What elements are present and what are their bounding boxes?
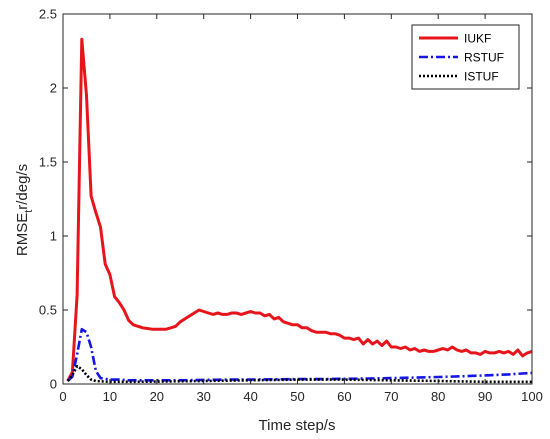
axes-layer: 0 10 20 30 40 50 60 70 80 90 100 0 0.5 1 1.5 2 2.5 (39, 7, 543, 405)
y-axis-label-main: RMSE (14, 213, 31, 256)
x-axis-label: Time step/s (259, 417, 336, 434)
x-tick-label: 60 (337, 389, 351, 404)
legend-label-istuf: ISTUF (464, 70, 499, 84)
x-tick-label: 80 (431, 389, 445, 404)
series-line-istuf (66, 364, 532, 384)
y-tick-label: 2.5 (39, 7, 57, 22)
y-axis-label-subscript: t (23, 210, 35, 213)
series-line-rstuf (66, 327, 533, 382)
x-tick-label: 30 (196, 389, 210, 404)
legend-label-rstuf: RSTUF (464, 51, 504, 65)
series-line-iukf (66, 37, 533, 382)
x-tick-label: 50 (290, 389, 304, 404)
x-tick-label: 100 (521, 389, 543, 404)
y-tick-label: 1 (50, 229, 57, 244)
x-tick-label: 90 (478, 389, 492, 404)
series-layer (66, 37, 533, 384)
y-axis-label: RMSEtr/deg/s (14, 164, 35, 256)
y-tick-label: 2 (50, 81, 57, 96)
y-axis-label-tail: r/deg/s (14, 164, 31, 210)
legend-box (411, 24, 520, 90)
legend-label-iukf: IUKF (464, 32, 491, 46)
x-tick-label: 40 (243, 389, 257, 404)
x-tick-label: 70 (384, 389, 398, 404)
legend: IUKF RSTUF ISTUF (411, 24, 520, 90)
x-tick-label: 0 (59, 389, 66, 404)
x-tick-label: 10 (103, 389, 117, 404)
y-tick-label: 1.5 (39, 155, 57, 170)
y-tick-label: 0 (50, 377, 57, 392)
y-tick-label: 0.5 (39, 303, 57, 318)
x-tick-label: 20 (150, 389, 164, 404)
